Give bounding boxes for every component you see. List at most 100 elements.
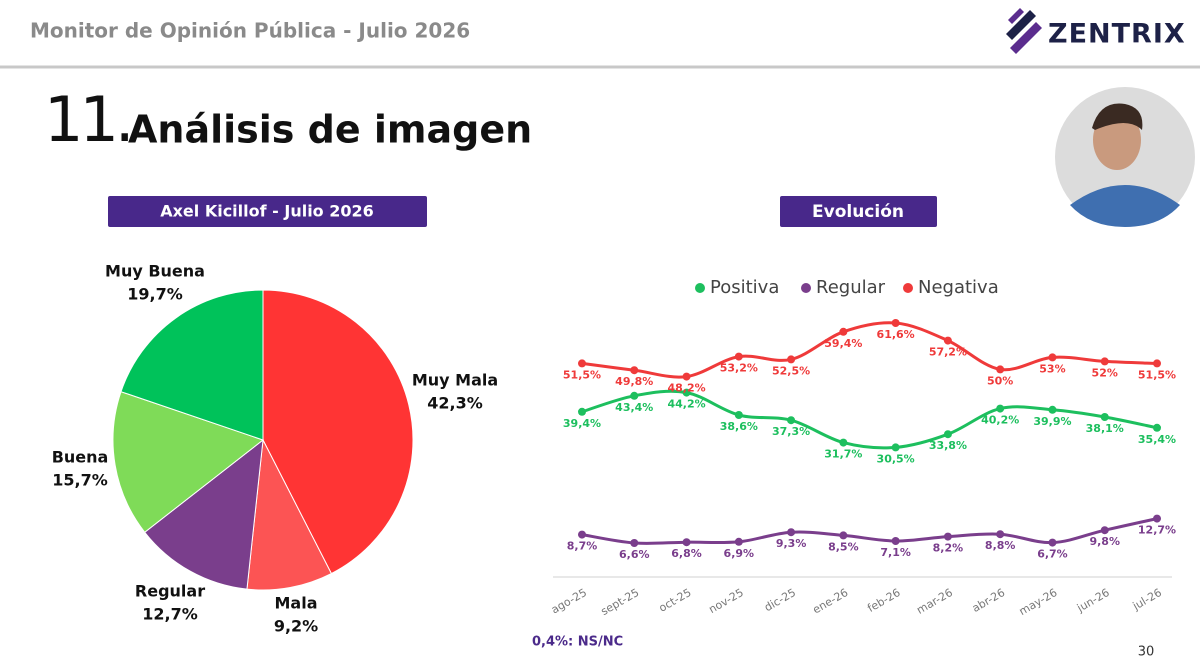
data-point	[787, 528, 796, 537]
data-point	[734, 352, 743, 361]
data-label: 53,2%	[720, 362, 758, 375]
logo-icon	[1006, 8, 1042, 54]
data-label: 53%	[1039, 362, 1065, 375]
data-label: 35,4%	[1138, 433, 1176, 446]
data-label: 9,3%	[776, 537, 807, 550]
data-label: 40,2%	[981, 414, 1019, 427]
data-label: 38,6%	[720, 420, 758, 433]
data-label: 52%	[1092, 366, 1118, 379]
data-point	[839, 438, 848, 447]
section-title: Análisis de imagen	[128, 108, 532, 152]
data-point	[682, 372, 691, 381]
data-point	[839, 327, 848, 336]
data-label: 59,4%	[824, 337, 862, 350]
data-label: 7,1%	[880, 546, 911, 559]
pie-slice	[246, 438, 333, 591]
data-point	[787, 416, 796, 425]
data-point	[578, 407, 586, 416]
legend-marker	[903, 283, 913, 293]
page-number: 30	[1138, 645, 1155, 660]
data-label: 39,9%	[1033, 415, 1071, 428]
data-label: 37,3%	[772, 425, 810, 438]
pie-label-name: Regular	[135, 582, 205, 601]
pie-slice	[262, 289, 414, 575]
data-label: 12,7%	[1138, 524, 1176, 537]
data-label: 31,7%	[824, 448, 862, 461]
data-point	[891, 443, 900, 452]
data-point	[630, 539, 639, 547]
pie-label-value: 42,3%	[427, 394, 483, 413]
data-label: 8,8%	[985, 539, 1016, 552]
data-label: 33,8%	[929, 439, 967, 452]
section-number: 11.	[44, 83, 131, 156]
line-title-pill	[780, 196, 937, 227]
logo-text: ZENTRIX	[1048, 19, 1186, 50]
pie-slice	[112, 391, 265, 533]
data-point	[682, 388, 691, 397]
data-point	[996, 530, 1005, 539]
data-point	[839, 531, 848, 540]
data-point	[943, 430, 952, 439]
data-point	[630, 366, 639, 375]
data-point	[1100, 526, 1109, 535]
data-point	[1048, 353, 1057, 362]
pie-label-value: 9,2%	[274, 617, 318, 636]
pie-slice	[120, 289, 264, 441]
pie-title: Axel Kicillof - Julio 2026	[160, 202, 374, 221]
data-point	[787, 355, 796, 364]
data-label: 9,8%	[1089, 535, 1120, 548]
data-label: 30,5%	[877, 452, 915, 465]
data-label: 57,2%	[929, 346, 967, 359]
pie-label-name: Buena	[52, 448, 109, 467]
series-line	[581, 321, 1158, 379]
data-label: 6,8%	[671, 547, 702, 560]
data-label: 61,6%	[877, 328, 915, 341]
legend-label: Positiva	[710, 277, 779, 298]
data-label: 52,5%	[772, 364, 810, 377]
data-label: 8,7%	[567, 540, 598, 553]
series-line	[581, 389, 1158, 450]
data-point	[943, 532, 952, 541]
data-label: 6,9%	[724, 547, 755, 560]
portrait	[1055, 87, 1195, 227]
legend-label: Regular	[816, 277, 886, 298]
pie-label-value: 15,7%	[52, 471, 108, 490]
legend-label: Negativa	[918, 277, 999, 298]
pie-label-name: Muy Mala	[412, 371, 498, 390]
data-point	[630, 391, 639, 400]
data-point	[996, 404, 1005, 413]
pie-title-pill	[108, 196, 427, 227]
data-point	[734, 537, 743, 546]
series-line	[581, 517, 1158, 545]
data-point	[578, 530, 586, 539]
data-label: 51,5%	[563, 368, 601, 381]
data-point	[1100, 413, 1109, 421]
data-label: 50%	[987, 374, 1013, 387]
pie-label-name: Mala	[275, 594, 318, 613]
footnote: 0,4%: NS/NC	[532, 635, 623, 650]
data-label: 43,4%	[615, 401, 653, 414]
data-point	[1153, 514, 1161, 523]
data-point	[1048, 538, 1057, 547]
data-label: 8,2%	[933, 542, 964, 555]
data-label: 38,1%	[1086, 422, 1124, 435]
data-point	[1100, 357, 1109, 366]
data-point	[996, 365, 1005, 374]
line-title: Evolución	[812, 202, 904, 222]
data-point	[891, 319, 900, 327]
data-label: 6,7%	[1037, 548, 1068, 561]
data-label: 49,8%	[615, 375, 653, 388]
data-point	[1153, 359, 1161, 368]
pie-label-name: Muy Buena	[105, 262, 205, 281]
data-label: 6,6%	[619, 548, 650, 561]
header-title: Monitor de Opinión Pública - Julio 2026	[30, 19, 470, 43]
data-label: 51,5%	[1138, 368, 1176, 381]
data-point	[891, 537, 900, 545]
data-label: 8,5%	[828, 540, 859, 553]
data-point	[1153, 423, 1161, 432]
data-label: 39,4%	[563, 417, 601, 430]
data-point	[578, 359, 586, 368]
data-point	[734, 411, 743, 419]
pie-label-value: 19,7%	[127, 285, 183, 304]
